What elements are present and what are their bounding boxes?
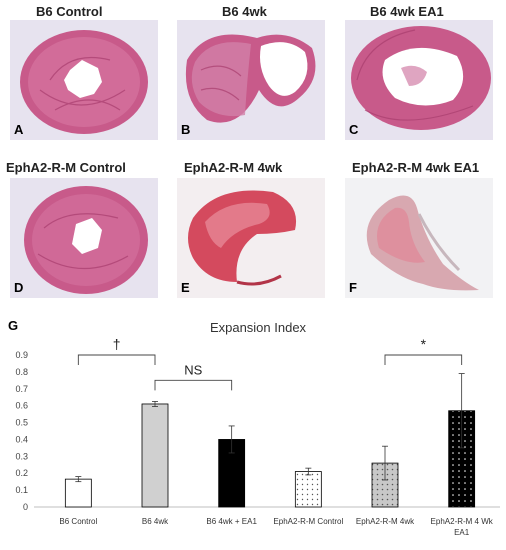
panel-letter-f: F xyxy=(349,280,357,295)
x-tick-label: EA1 xyxy=(454,528,470,537)
panel-letter-e: E xyxy=(181,280,190,295)
x-tick-label: B6 Control xyxy=(59,517,97,526)
y-tick-label: 0.1 xyxy=(15,485,28,495)
y-tick-label: 0.7 xyxy=(15,384,28,394)
x-tick-label: EphA2-R-M 4wk xyxy=(356,517,415,526)
y-tick-label: 0 xyxy=(23,502,28,512)
y-tick-label: 0.6 xyxy=(15,401,28,411)
histology-image-f xyxy=(345,178,493,298)
panel-title-e: EphA2-R-M 4wk xyxy=(184,160,283,175)
panel-title-c: B6 4wk EA1 xyxy=(370,4,444,19)
panel-letter-c: C xyxy=(349,122,359,137)
x-tick-label: EphA2-R-M 4 Wk xyxy=(431,517,494,526)
panel-letter-d: D xyxy=(14,280,24,295)
expansion-index-chart: G Expansion Index 0 0.1 0.2 0.3 0.4 0.5 0.6 0.7… xyxy=(8,318,500,537)
y-tick-label: 0.2 xyxy=(15,468,28,478)
panel-title-f: EphA2-R-M 4wk EA1 xyxy=(352,160,480,175)
bar xyxy=(141,403,169,508)
significance-bracket xyxy=(77,354,156,365)
panel-title-a: B6 Control xyxy=(36,4,103,19)
x-tick-label: B6 4wk + EA1 xyxy=(206,517,257,526)
significance-bracket xyxy=(384,354,463,365)
histology-image-b xyxy=(177,20,325,140)
panel-title-d: EphA2-R-M Control xyxy=(6,160,126,175)
x-tick-label: EphA2-R-M Control xyxy=(273,517,343,526)
histology-image-c xyxy=(345,20,493,140)
significance-label: † xyxy=(113,336,121,352)
y-tick-label: 0.3 xyxy=(15,451,28,461)
panel-letter-a: A xyxy=(14,122,24,137)
y-tick-label: 0.8 xyxy=(15,367,28,377)
y-tick-label: 0.5 xyxy=(15,418,28,428)
bar xyxy=(294,471,322,508)
panel-title-b: B6 4wk xyxy=(222,4,267,19)
chart-panel-letter: G xyxy=(8,318,18,333)
significance-label: NS xyxy=(184,362,202,377)
histology-image-e xyxy=(177,178,325,298)
chart-title: Expansion Index xyxy=(210,320,307,335)
bar xyxy=(64,478,92,508)
significance-bracket xyxy=(154,379,233,391)
panel-letter-b: B xyxy=(181,122,191,137)
y-tick-label: 0.9 xyxy=(15,350,28,360)
x-tick-label: B6 4wk xyxy=(142,517,169,526)
histology-image-d xyxy=(10,178,158,298)
histology-image-a xyxy=(10,20,158,140)
y-tick-label: 0.4 xyxy=(15,434,28,444)
significance-label: * xyxy=(421,336,427,352)
